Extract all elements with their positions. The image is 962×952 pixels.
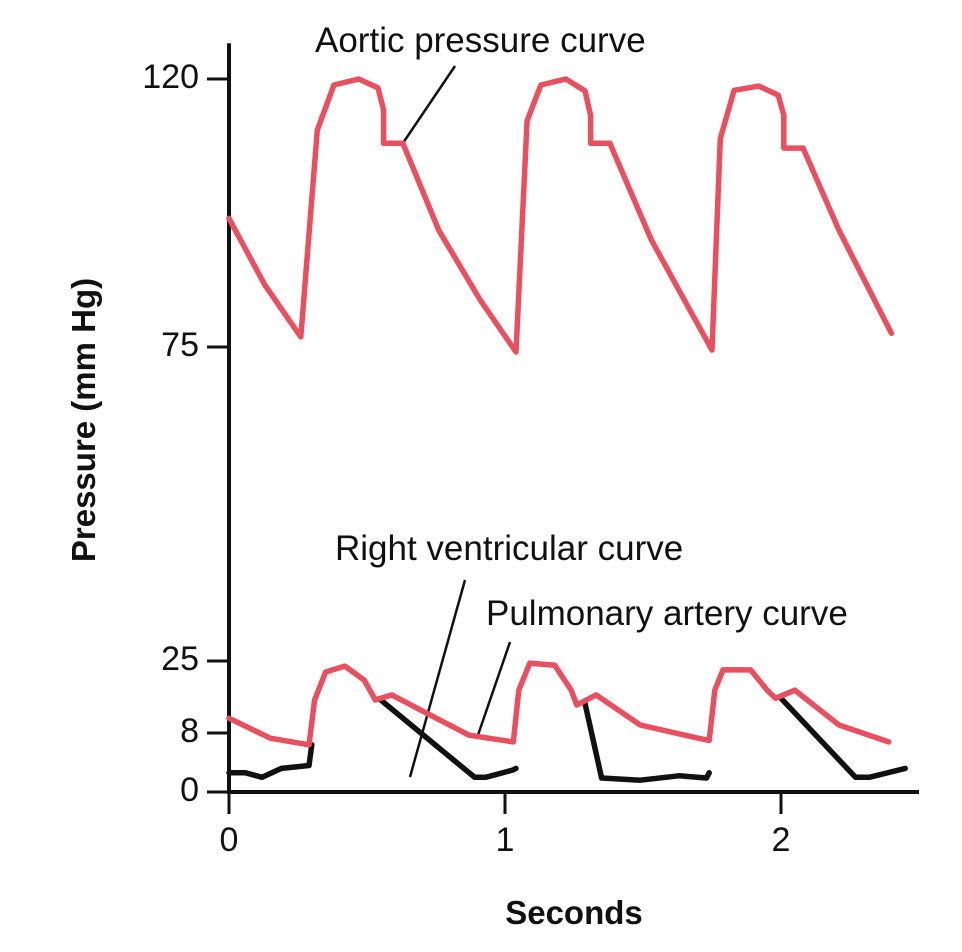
y-tick-label: 8 xyxy=(180,712,199,750)
annotation: Aortic pressure curve xyxy=(315,21,646,60)
x-axis-label: Seconds xyxy=(505,894,643,931)
line-series xyxy=(226,660,892,748)
x-tick-label: 1 xyxy=(496,821,515,859)
leader-line xyxy=(401,65,457,144)
x-tick-label: 0 xyxy=(220,821,239,859)
annotation: Right ventricular curve xyxy=(335,529,683,568)
annotation: Pulmonary artery curve xyxy=(486,594,848,633)
y-axis-label: Pressure (mm Hg) xyxy=(65,278,102,562)
y-tick-label: 120 xyxy=(142,58,199,96)
leader-line xyxy=(476,641,512,736)
line-series xyxy=(226,695,908,783)
line-series xyxy=(226,76,895,355)
y-tick-label: 0 xyxy=(180,771,199,809)
y-tick-label: 75 xyxy=(161,326,199,364)
x-tick-label: 2 xyxy=(772,821,791,859)
leader-line xyxy=(408,579,467,778)
y-tick-label: 25 xyxy=(161,640,199,678)
